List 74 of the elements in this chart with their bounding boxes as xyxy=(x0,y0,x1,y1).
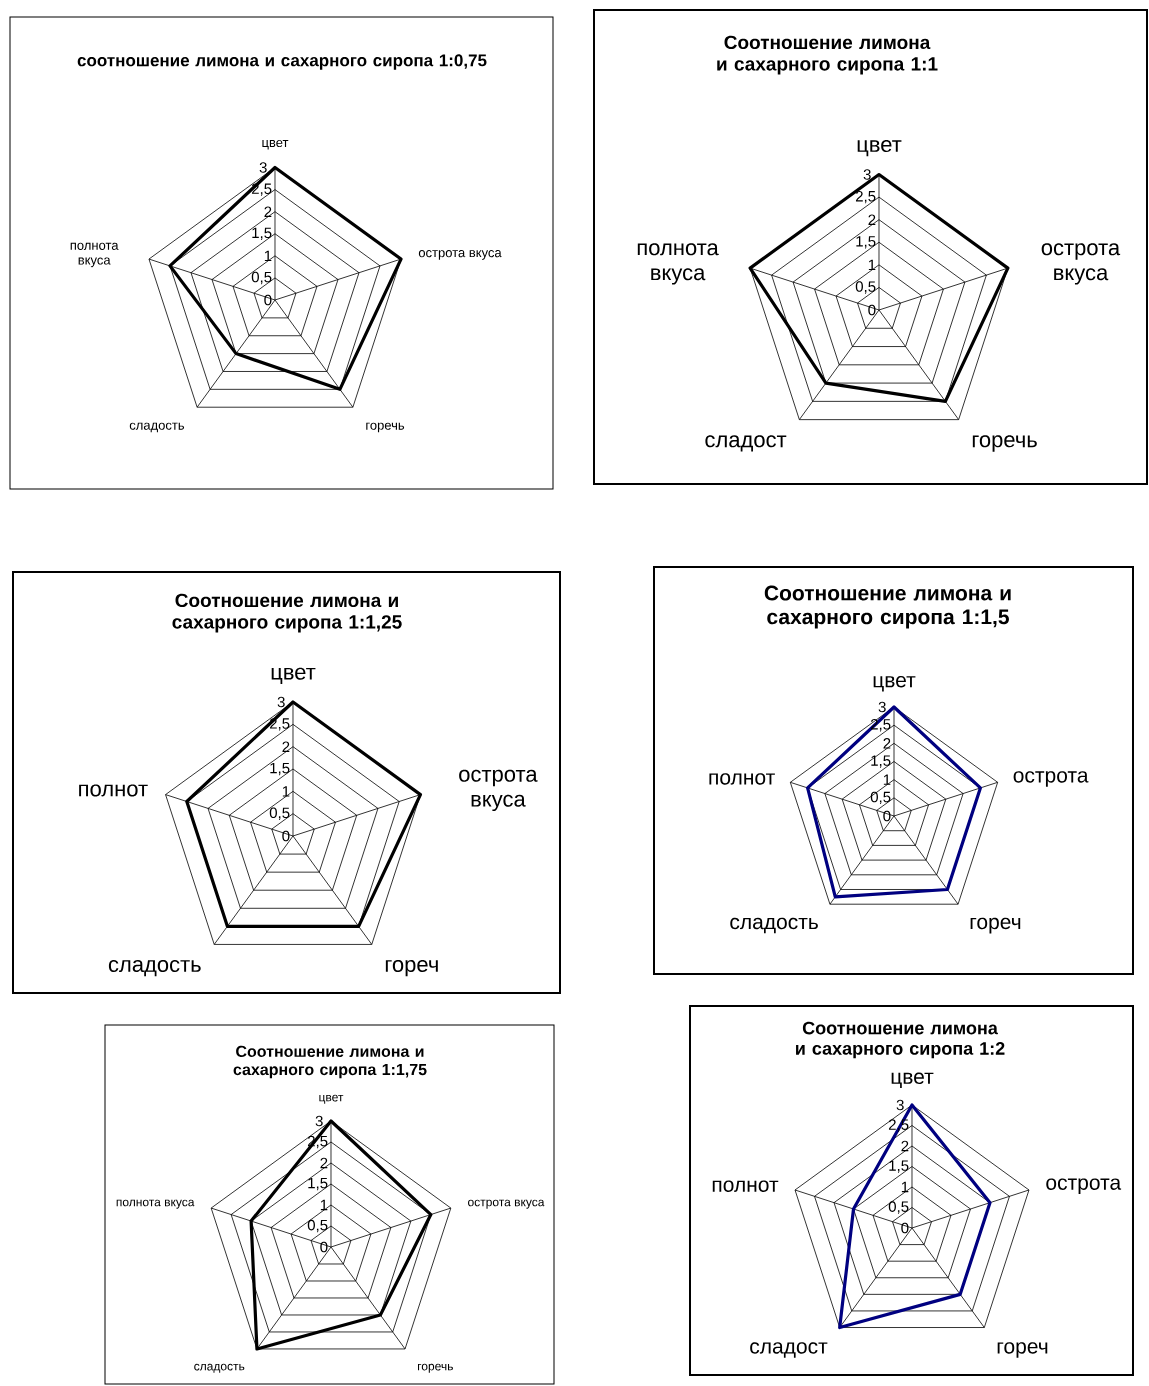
y-tick-label: 1 xyxy=(282,786,290,797)
spoke-label: полнот xyxy=(709,773,775,785)
spoke-label: острота вкуса xyxy=(468,1199,545,1209)
y-tick-label: 1,5 xyxy=(308,1177,328,1191)
y-tick-label: 2 xyxy=(901,1140,909,1152)
y-tick-label: 1 xyxy=(883,774,891,785)
y-tick-label: 0,5 xyxy=(855,281,876,294)
y-tick-label: 1,5 xyxy=(856,236,876,249)
spoke-label: гореч xyxy=(970,917,1021,934)
spoke-label: гореч xyxy=(997,1342,1048,1358)
y-tick-label: 1,5 xyxy=(252,227,272,240)
y-tick-label: 2 xyxy=(282,741,290,752)
spoke-label: острота xyxy=(1046,1178,1122,1195)
y-tick-label: 0 xyxy=(901,1222,909,1234)
spoke-label: сладость xyxy=(730,917,818,934)
y-tick-label: 2,5 xyxy=(269,718,290,731)
y-tick-label: 0 xyxy=(282,830,290,842)
spoke-label: острота вкуса xyxy=(418,250,502,260)
y-tick-label: 1 xyxy=(868,259,876,271)
y-tick-label: 3 xyxy=(277,696,285,708)
spoke-label: цвет xyxy=(262,139,289,150)
spoke-label: полнота вкуса xyxy=(116,1199,195,1209)
y-tick-label: 0 xyxy=(868,304,876,316)
spoke-label: полнота вкуса xyxy=(70,242,119,268)
y-tick-label: 2 xyxy=(320,1157,328,1169)
spoke-label: цвет xyxy=(271,667,316,684)
y-tick-label: 3 xyxy=(878,701,886,713)
y-tick-label: 1 xyxy=(264,250,272,262)
spoke-label: сладость xyxy=(108,959,201,977)
spoke-label: горечь xyxy=(418,1363,453,1373)
spoke-label: цвет xyxy=(891,1072,934,1088)
spoke-label: горечь xyxy=(972,435,1037,452)
spoke-label: сладость xyxy=(129,422,185,433)
y-tick-label: 3 xyxy=(315,1115,323,1127)
y-tick-label: 2 xyxy=(868,214,876,225)
y-tick-label: 3 xyxy=(259,162,267,173)
y-tick-label: 1,5 xyxy=(889,1160,909,1173)
y-tick-label: 3 xyxy=(896,1099,904,1111)
chart-title: Соотношение лимона и сахарного сиропа 1:2 xyxy=(796,1021,1005,1059)
chart-title: соотношение лимона и сахарного сиропа 1:0,75 xyxy=(77,54,487,70)
spoke-label: цвет xyxy=(319,1094,344,1104)
y-tick-label: 1,5 xyxy=(871,755,891,768)
spoke-label: острота вкуса xyxy=(1041,243,1121,285)
y-tick-label: 0,5 xyxy=(307,1219,328,1233)
spoke-label: сладост xyxy=(705,435,787,452)
chart-title: Соотношение лимона и сахарного сиропа 1:1,5 xyxy=(764,585,1011,629)
spoke-label: горечь xyxy=(366,422,405,433)
y-tick-label: 1 xyxy=(901,1181,909,1193)
y-tick-label: 0 xyxy=(264,294,272,306)
chart-title: Соотношение лимона и сахарного сиропа 1:1,75 xyxy=(233,1045,427,1079)
y-tick-label: 1 xyxy=(320,1199,328,1211)
spoke-label: острота xyxy=(1013,771,1089,787)
y-tick-label: 0,5 xyxy=(251,271,272,285)
y-tick-label: 1,5 xyxy=(270,762,290,776)
y-tick-label: 0 xyxy=(320,1241,328,1253)
y-tick-label: 2 xyxy=(883,738,891,749)
spoke-label: полнота вкуса xyxy=(637,243,719,285)
spoke-label: полнот xyxy=(79,784,148,797)
spoke-label: полнот xyxy=(712,1180,779,1192)
spoke-label: острота вкуса xyxy=(459,769,538,812)
chart-title: Соотношение лимона и сахарного сиропа 1:1,25 xyxy=(172,593,402,633)
y-tick-label: 2 xyxy=(264,206,272,217)
spoke-label: цвет xyxy=(873,675,916,692)
y-tick-label: 3 xyxy=(863,169,871,180)
y-tick-label: 0,5 xyxy=(269,807,290,820)
y-tick-label: 2,5 xyxy=(855,190,876,204)
chart-title: Соотношение лимона и сахарного сиропа 1:1 xyxy=(717,35,938,75)
spoke-label: цвет xyxy=(857,140,902,157)
y-tick-label: 0,5 xyxy=(870,791,891,805)
y-tick-label: 0,5 xyxy=(888,1201,909,1214)
spoke-label: сладост xyxy=(750,1342,828,1358)
spoke-label: сладость xyxy=(194,1363,245,1373)
y-tick-label: 0 xyxy=(883,810,891,822)
spoke-label: гореч xyxy=(385,959,438,977)
